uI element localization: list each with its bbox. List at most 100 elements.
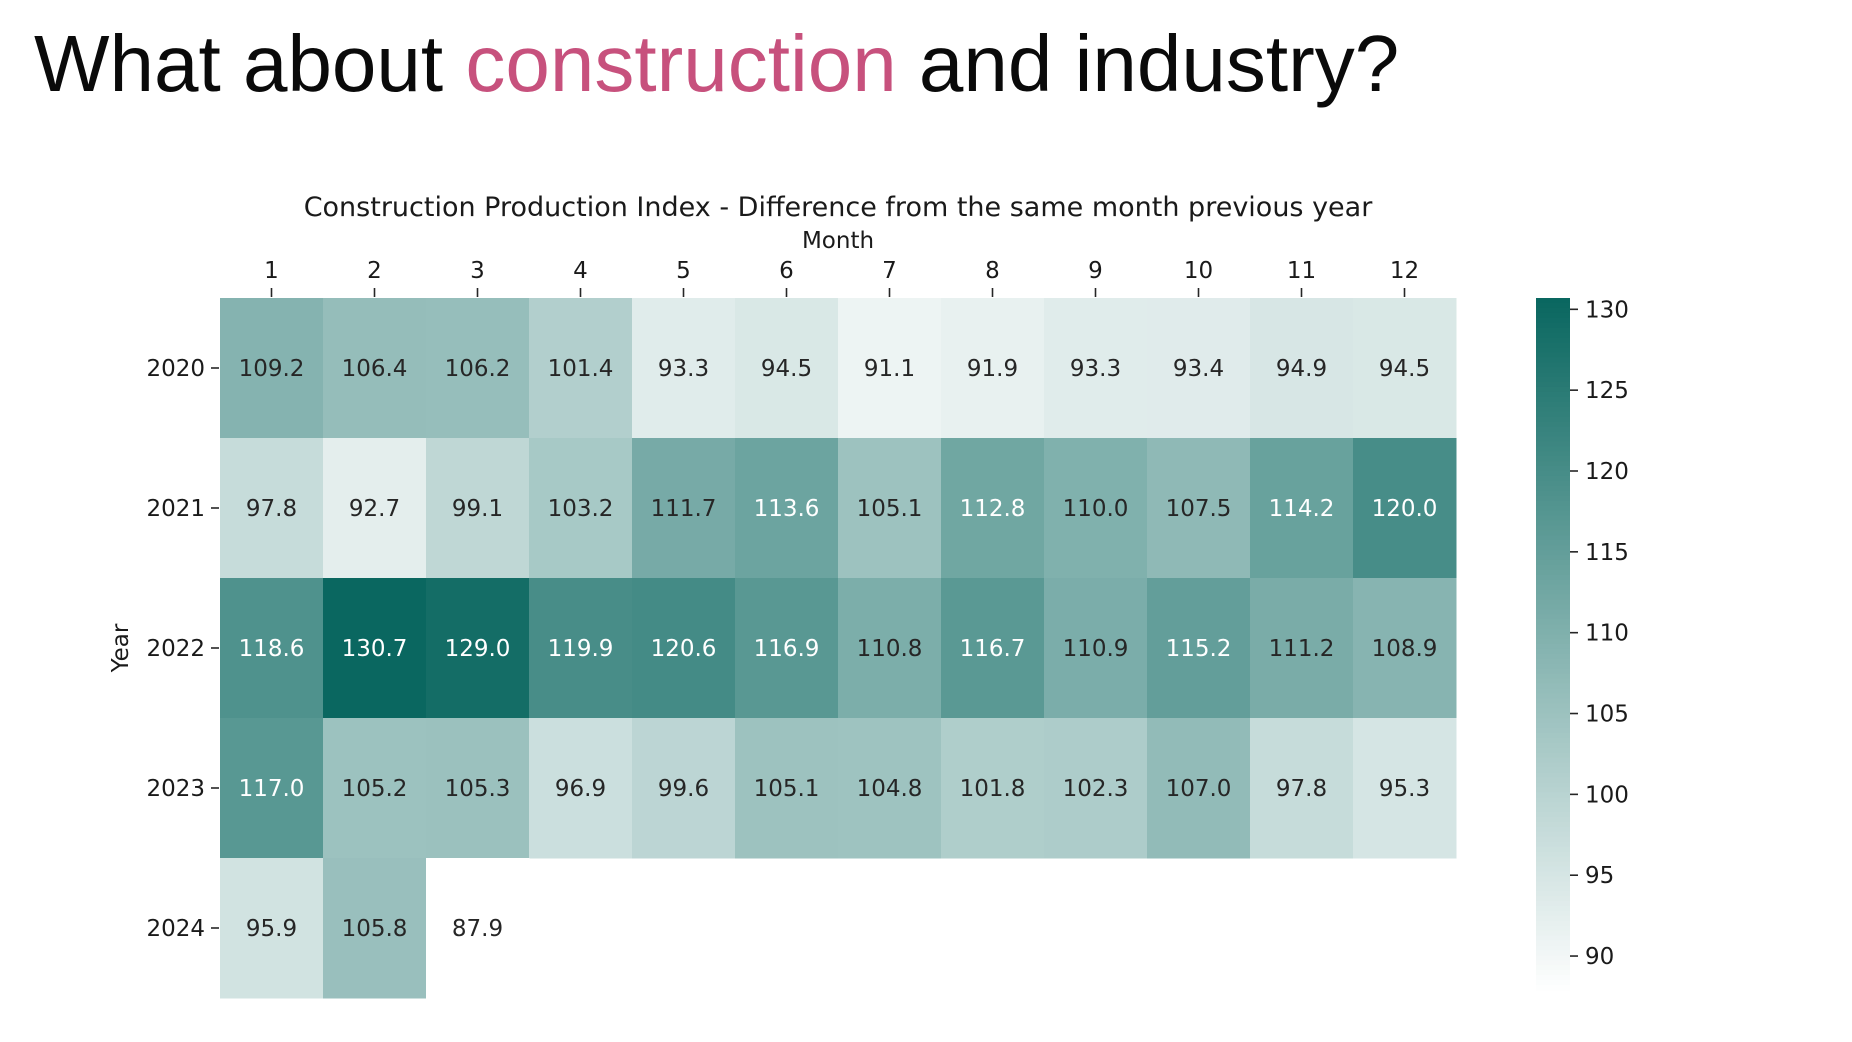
colorbar-segment: [1536, 688, 1570, 695]
cell-value-label: 94.9: [1276, 356, 1327, 382]
title-text-end: and industry?: [896, 19, 1400, 108]
colorbar-segment: [1536, 312, 1570, 319]
colorbar-segment: [1536, 535, 1570, 541]
heatmap-cell: [1147, 298, 1251, 439]
colorbar-segment: [1536, 569, 1570, 576]
colorbar-segment: [1536, 644, 1570, 650]
colorbar-tick-label: 115: [1585, 540, 1629, 566]
colorbar-segment: [1536, 901, 1570, 907]
colorbar-segment: [1536, 530, 1570, 537]
cell-value-label: 104.8: [857, 776, 923, 802]
heatmap-cell: [323, 438, 427, 579]
colorbar-segment: [1536, 411, 1570, 418]
cell-value-label: 93.4: [1173, 356, 1224, 382]
cell-value-label: 106.2: [445, 356, 511, 382]
heatmap-cell: [1044, 298, 1148, 439]
heatmap-cell: [838, 718, 942, 859]
colorbar-segment: [1536, 708, 1570, 714]
heatmap-cell: [1250, 298, 1354, 439]
colorbar-tick-label: 130: [1585, 297, 1629, 323]
colorbar-segment: [1536, 876, 1570, 883]
colorbar-segment: [1536, 683, 1570, 690]
colorbar-segment: [1536, 599, 1570, 606]
colorbar-segment: [1536, 747, 1570, 754]
cell-value-label: 120.6: [651, 636, 717, 662]
colorbar-segment: [1536, 920, 1570, 927]
cell-value-label: 99.6: [658, 776, 709, 802]
colorbar-segment: [1536, 332, 1570, 339]
heatmap-cell: [941, 438, 1045, 579]
colorbar-segment: [1536, 466, 1570, 472]
x-tick-label: 12: [1390, 258, 1419, 284]
cell-value-label: 105.8: [342, 916, 408, 942]
colorbar-segment: [1536, 940, 1570, 947]
colorbar-segment: [1536, 905, 1570, 912]
heatmap-cell: [838, 578, 942, 719]
colorbar-segment: [1536, 836, 1570, 843]
colorbar-segment: [1536, 807, 1570, 813]
x-tick-label: 2: [367, 258, 382, 284]
colorbar-segment: [1536, 352, 1570, 359]
heatmap-cell: [1147, 718, 1251, 859]
heatmap-cell: [426, 298, 530, 439]
heatmap-cell: [529, 578, 633, 719]
colorbar-segment: [1536, 337, 1570, 344]
colorbar-segment: [1536, 985, 1570, 991]
heatmap-cell: [1250, 438, 1354, 579]
cell-value-label: 119.9: [548, 636, 614, 662]
colorbar-segment: [1536, 495, 1570, 502]
colorbar-segment: [1536, 485, 1570, 492]
colorbar-segment: [1536, 520, 1570, 527]
colorbar-segment: [1536, 475, 1570, 482]
colorbar-tick-label: 90: [1585, 944, 1614, 970]
colorbar-segment: [1536, 886, 1570, 892]
colorbar-tick-label: 125: [1585, 378, 1629, 404]
heatmap-cell: [1044, 578, 1148, 719]
cell-value-label: 110.9: [1063, 636, 1129, 662]
heatmap-cell: [220, 438, 324, 579]
colorbar-segment: [1536, 347, 1570, 354]
colorbar-segment: [1536, 391, 1570, 398]
colorbar-segment: [1536, 910, 1570, 917]
colorbar-segment: [1536, 821, 1570, 828]
heatmap-cell: [529, 718, 633, 859]
colorbar-segment: [1536, 451, 1570, 457]
heatmap-cell: [323, 718, 427, 859]
x-tick-label: 9: [1088, 258, 1103, 284]
colorbar-segment: [1536, 723, 1570, 729]
cell-value-label: 101.4: [548, 356, 614, 382]
heatmap-cell: [1250, 578, 1354, 719]
cell-value-label: 109.2: [239, 356, 305, 382]
colorbar-segment: [1536, 421, 1570, 428]
colorbar-segment: [1536, 713, 1570, 719]
colorbar-segment: [1536, 515, 1570, 522]
cell-value-label: 113.6: [754, 496, 820, 522]
colorbar-segment: [1536, 742, 1570, 749]
heatmap-cell: [426, 438, 530, 579]
heatmap-cell: [323, 298, 427, 439]
cell-value-label: 112.8: [960, 496, 1026, 522]
cell-value-label: 95.9: [246, 916, 297, 942]
colorbar-tick-label: 110: [1585, 621, 1629, 647]
colorbar-segment: [1536, 441, 1570, 448]
colorbar-segment: [1536, 362, 1570, 368]
cell-value-label: 92.7: [349, 496, 400, 522]
heatmap-cell: [1250, 718, 1354, 859]
title-text-start: What about: [34, 19, 466, 108]
title-accent-word: construction: [465, 19, 897, 108]
colorbar-segment: [1536, 298, 1570, 304]
colorbar-segment: [1536, 881, 1570, 887]
heatmap-cell: [220, 578, 324, 719]
colorbar-segment: [1536, 327, 1570, 334]
colorbar-segment: [1536, 841, 1570, 848]
heatmap-cell: [220, 858, 324, 999]
colorbar-segment: [1536, 614, 1570, 621]
y-axis-label: Year: [108, 623, 134, 673]
heatmap-cell: [1353, 438, 1457, 579]
colorbar-segment: [1536, 426, 1570, 433]
colorbar-segment: [1536, 401, 1570, 408]
cell-value-label: 87.9: [452, 916, 503, 942]
colorbar-tick-label: 105: [1585, 702, 1629, 728]
cell-value-label: 110.0: [1063, 496, 1129, 522]
cell-value-label: 118.6: [239, 636, 305, 662]
